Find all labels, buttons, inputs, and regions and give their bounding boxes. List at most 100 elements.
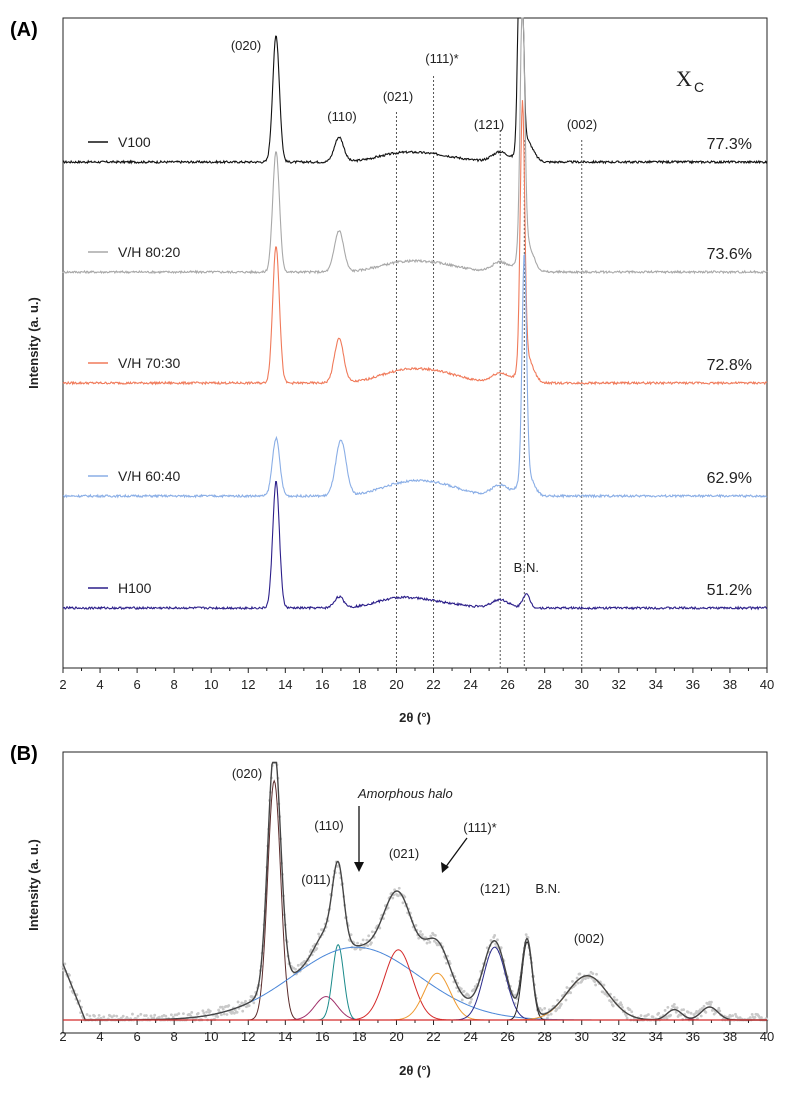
- raw-point: [546, 1013, 550, 1017]
- x-tick-label: 20: [389, 677, 403, 692]
- raw-point: [462, 989, 466, 993]
- x-tick-label: 8: [171, 1029, 178, 1044]
- raw-point: [196, 1012, 200, 1015]
- raw-point: [630, 1010, 634, 1014]
- raw-point: [612, 995, 616, 999]
- raw-point: [718, 1009, 722, 1013]
- reflection-label: (002): [567, 117, 597, 132]
- raw-point: [675, 1006, 679, 1010]
- raw-point: [403, 895, 407, 899]
- panel-a-xlabel: 2θ (°): [399, 710, 431, 725]
- x-tick-label: 18: [352, 677, 366, 692]
- peak-annotation: (111)*: [463, 820, 496, 835]
- raw-point: [734, 1012, 737, 1016]
- raw-point: [549, 1012, 553, 1016]
- raw-point: [663, 1008, 667, 1012]
- x-tick-label: 28: [537, 1029, 551, 1044]
- panel-a-label: (A): [10, 19, 38, 41]
- x-tick-label: 14: [278, 1029, 292, 1044]
- raw-point: [674, 1010, 678, 1014]
- raw-point: [445, 961, 448, 965]
- raw-point: [358, 948, 362, 951]
- raw-point: [696, 1017, 699, 1020]
- raw-point: [144, 1014, 148, 1017]
- raw-point: [241, 1009, 245, 1013]
- reflection-label: (020): [231, 38, 261, 53]
- raw-point: [236, 1000, 240, 1004]
- raw-point: [753, 1015, 757, 1019]
- reflection-label: (111)*: [425, 51, 458, 66]
- raw-point: [748, 1016, 752, 1019]
- legend-label: V/H 80:20: [118, 244, 180, 260]
- panel-a-frame: [62, 17, 768, 669]
- panel-b-amorphous-halo-label: Amorphous halo: [357, 786, 453, 801]
- panel-a-crystallinity-values: 77.3% 73.6% 72.8% 62.9% 51.2%: [707, 136, 752, 599]
- raw-point: [231, 1010, 234, 1013]
- raw-point: [704, 1010, 708, 1014]
- x-tick-label: 4: [96, 677, 103, 692]
- x-tick-label: 32: [612, 1029, 626, 1044]
- crystallinity-value: 62.9%: [707, 470, 752, 487]
- reflection-label: (110): [327, 109, 356, 124]
- panel-a-bn-label: B.N.: [514, 560, 539, 575]
- raw-point: [315, 947, 319, 950]
- raw-point: [738, 1016, 742, 1020]
- raw-point: [317, 932, 321, 936]
- raw-point: [695, 1010, 698, 1013]
- raw-point: [97, 1013, 101, 1017]
- raw-point: [750, 1013, 754, 1016]
- raw-point: [177, 1012, 181, 1016]
- raw-point: [555, 1008, 559, 1011]
- raw-point: [591, 972, 595, 976]
- raw-point: [182, 1012, 185, 1015]
- panel-a-reflection-markers: (020) (110) (021) (111)* (121) (002): [231, 38, 597, 668]
- raw-point: [208, 1009, 212, 1013]
- legend-label: H100: [118, 580, 152, 596]
- raw-point: [112, 1014, 116, 1018]
- peak-annotation: (121): [480, 881, 510, 896]
- series-line: [62, 17, 768, 165]
- x-tick-label: 10: [204, 677, 218, 692]
- raw-point: [467, 994, 471, 998]
- x-tick-label: 2: [59, 1029, 66, 1044]
- raw-point: [760, 1016, 763, 1019]
- raw-point: [496, 938, 499, 942]
- raw-point: [152, 1016, 156, 1020]
- legend-label: V/H 60:40: [118, 468, 180, 484]
- raw-point: [396, 894, 400, 898]
- raw-point: [538, 1006, 542, 1010]
- reflection-label: (021): [383, 89, 413, 104]
- raw-point: [220, 1005, 224, 1009]
- raw-point: [233, 1008, 237, 1012]
- raw-point: [202, 1011, 206, 1015]
- raw-point: [370, 930, 374, 934]
- raw-point: [221, 1007, 225, 1011]
- raw-point: [361, 938, 365, 942]
- raw-point: [546, 1016, 549, 1020]
- raw-point: [63, 962, 67, 966]
- reflection-label: (121): [474, 117, 504, 132]
- raw-point: [349, 933, 353, 937]
- raw-point: [296, 963, 300, 967]
- raw-point: [543, 1007, 547, 1010]
- raw-point: [470, 997, 473, 1001]
- x-tick-label: 16: [315, 1029, 329, 1044]
- x-tick-label: 28: [537, 677, 551, 692]
- raw-point: [709, 1003, 712, 1007]
- raw-point: [216, 1015, 220, 1019]
- raw-point: [171, 1015, 175, 1019]
- raw-point: [639, 1014, 643, 1017]
- raw-point: [311, 944, 315, 948]
- raw-point: [78, 999, 82, 1003]
- legend-label: V/H 70:30: [118, 355, 180, 371]
- raw-point: [625, 1016, 629, 1020]
- x-tick-label: 10: [204, 1029, 218, 1044]
- raw-point: [169, 1013, 173, 1017]
- panel-b-peak-annotations: (020) (011) (110) (021) (111)* (121) B.N. (002): [232, 766, 604, 946]
- raw-point: [469, 1000, 472, 1004]
- x-tick-label: 6: [133, 677, 140, 692]
- raw-point: [563, 991, 567, 994]
- peak-annotation: (110): [314, 818, 343, 833]
- raw-point: [220, 1013, 223, 1017]
